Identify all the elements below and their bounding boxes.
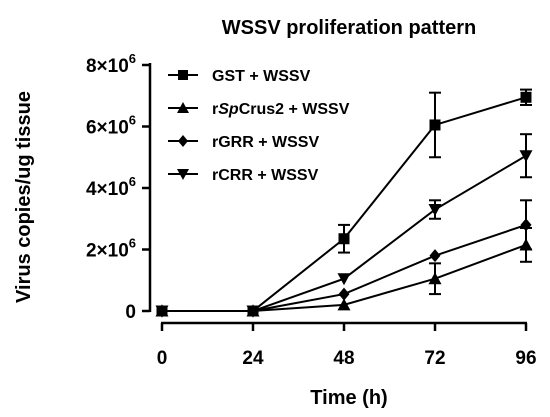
x-tick-label: 0 [157, 348, 168, 369]
legend-label: GST + WSSV [212, 68, 311, 85]
point-marker [337, 298, 351, 311]
series [156, 199, 532, 318]
y-tick-label: 2×106 [86, 236, 136, 262]
legend-item: rGRR + WSSV [168, 134, 319, 151]
point-marker [155, 305, 169, 318]
x-axis-label: Time (h) [310, 387, 387, 409]
chart-title: WSSV proliferation pattern [222, 17, 476, 39]
point-marker [177, 169, 189, 180]
y-tick-label: 6×106 [86, 113, 136, 139]
legend-label: rSpCrus2 + WSSV [212, 101, 350, 118]
point-marker [520, 91, 532, 103]
axes: 0 2×106 4×106 6×106 8×106 0 24 48 72 96 [86, 51, 537, 369]
y-tick-label: 8×106 [86, 51, 136, 77]
point-marker [338, 233, 350, 245]
point-marker [428, 272, 442, 285]
point-marker [178, 135, 188, 147]
series [155, 133, 533, 318]
legend-item: GST + WSSV [168, 68, 311, 85]
legend: GST + WSSV rSpCrus2 + WSSV rGRR + WSSV rCRR… [168, 68, 350, 184]
point-marker [429, 249, 441, 263]
point-marker [520, 218, 532, 232]
point-marker [338, 287, 350, 301]
x-tick-label: 72 [424, 348, 445, 369]
legend-item: rCRR + WSSV [168, 167, 319, 184]
plot-area [155, 88, 533, 318]
point-marker [429, 119, 441, 131]
point-marker [246, 305, 260, 318]
point-marker [337, 273, 351, 286]
legend-label: rGRR + WSSV [212, 134, 319, 151]
point-marker [178, 70, 188, 80]
point-marker [428, 204, 442, 217]
x-tick-label: 96 [515, 348, 536, 369]
legend-label: rCRR + WSSV [212, 167, 319, 184]
point-marker [519, 150, 533, 163]
x-tick-label: 48 [333, 348, 354, 369]
point-marker [177, 102, 189, 113]
y-tick-label: 4×106 [86, 174, 136, 200]
x-tick-label: 24 [242, 348, 264, 369]
legend-item: rSpCrus2 + WSSV [168, 101, 350, 118]
y-tick-label: 0 [125, 302, 136, 323]
y-axis-label: Virus copies/ug tissue [13, 91, 35, 303]
